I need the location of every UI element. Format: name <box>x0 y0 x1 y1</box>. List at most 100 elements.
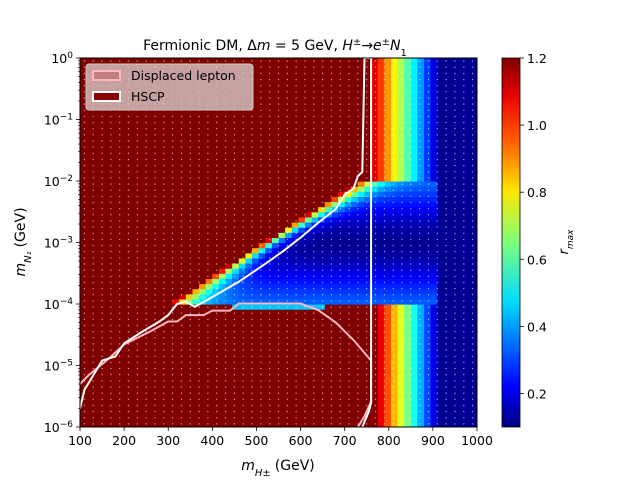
heatmap-cell <box>331 109 339 115</box>
heatmap-cell <box>265 140 273 146</box>
heatmap-cell <box>146 216 154 223</box>
heatmap-cell <box>166 201 174 208</box>
scan-point <box>154 232 156 234</box>
heatmap-cell <box>86 304 94 310</box>
heatmap-cell <box>99 309 108 315</box>
scan-point <box>136 220 138 222</box>
heatmap-cell <box>199 186 207 192</box>
heatmap-cell <box>192 191 200 197</box>
scan-point <box>127 220 130 222</box>
heatmap-cell <box>285 145 293 151</box>
heatmap-cell <box>463 196 471 203</box>
scan-point <box>83 361 86 364</box>
heatmap-cell <box>232 216 240 223</box>
heatmap-cell <box>185 309 194 315</box>
scan-point <box>154 121 156 124</box>
heatmap-cell <box>99 247 108 254</box>
heatmap-cell <box>397 345 405 351</box>
heatmap-cell <box>404 242 412 249</box>
scan-point <box>101 60 103 62</box>
heatmap-cell <box>397 196 405 203</box>
heatmap-cell <box>351 150 359 156</box>
heatmap-cell <box>119 119 127 126</box>
heatmap-cell <box>338 201 346 208</box>
heatmap-cell <box>311 263 319 269</box>
scan-point <box>171 306 174 308</box>
heatmap-cell <box>166 257 174 264</box>
heatmap-cell <box>205 211 213 218</box>
heatmap-cell <box>113 165 121 172</box>
heatmap-cell <box>291 73 299 80</box>
heatmap-cell <box>212 216 220 223</box>
heatmap-cell <box>377 119 385 126</box>
heatmap-cell <box>80 150 88 156</box>
heatmap-cell <box>185 201 194 208</box>
scan-point <box>171 171 174 173</box>
heatmap-cell <box>463 411 471 418</box>
heatmap-cell <box>271 63 280 69</box>
heatmap-cell <box>351 93 359 100</box>
heatmap-cell <box>318 242 326 249</box>
heatmap-cell <box>351 293 359 300</box>
heatmap-cell <box>86 181 94 187</box>
heatmap-cell <box>364 155 372 162</box>
heatmap-cell <box>331 227 339 233</box>
heatmap-cell <box>318 206 326 213</box>
heatmap-cell <box>166 329 174 336</box>
heatmap-cell <box>119 140 127 146</box>
heatmap-cell <box>291 129 299 136</box>
heatmap-cell <box>119 345 127 351</box>
heatmap-cell <box>430 283 438 290</box>
heatmap-cell <box>291 273 299 279</box>
heatmap-cell <box>93 165 101 172</box>
heatmap-cell <box>324 181 333 187</box>
heatmap-cell <box>192 339 200 346</box>
heatmap-cell <box>152 314 160 320</box>
heatmap-cell <box>119 257 127 264</box>
heatmap-cell <box>172 309 180 315</box>
heatmap-cell <box>126 175 134 182</box>
scan-point <box>92 171 94 173</box>
heatmap-cell <box>99 293 108 300</box>
heatmap-cell <box>172 206 180 213</box>
heatmap-cell <box>132 124 141 131</box>
heatmap-cell <box>192 329 200 336</box>
scan-point <box>127 312 130 314</box>
heatmap-cell <box>232 411 240 418</box>
heatmap-cell <box>80 88 88 95</box>
heatmap-cell <box>390 380 399 387</box>
heatmap-cell <box>139 222 147 228</box>
heatmap-cell <box>285 73 293 80</box>
heatmap-cell <box>304 170 313 177</box>
heatmap-cell <box>99 304 108 310</box>
scan-point <box>83 183 86 185</box>
scan-point <box>163 392 165 394</box>
heatmap-cell <box>106 216 114 223</box>
heatmap-cell <box>470 68 477 74</box>
heatmap-cell <box>357 324 366 331</box>
heatmap-cell <box>371 222 379 228</box>
heatmap-cell <box>252 129 260 136</box>
heatmap-cell <box>331 391 339 397</box>
heatmap-cell <box>304 406 313 413</box>
heatmap-cell <box>443 114 452 121</box>
heatmap-cell <box>457 391 465 397</box>
heatmap-cell <box>179 263 187 269</box>
heatmap-cell <box>457 416 465 423</box>
heatmap-cell <box>450 247 458 254</box>
heatmap-cell <box>238 170 247 177</box>
heatmap-cell <box>278 232 286 238</box>
heatmap-cell <box>139 227 147 233</box>
heatmap-cell <box>80 288 88 295</box>
heatmap-cell <box>450 196 458 203</box>
heatmap-cell <box>291 78 299 85</box>
heatmap-cell <box>298 319 306 326</box>
heatmap-cell <box>285 232 293 238</box>
scan-point <box>171 281 174 284</box>
heatmap-cell <box>205 227 213 233</box>
heatmap-cell <box>291 411 299 418</box>
heatmap-cell <box>252 421 260 427</box>
heatmap-cell <box>271 350 280 356</box>
heatmap-cell <box>119 263 127 269</box>
heatmap-cell <box>265 416 273 423</box>
